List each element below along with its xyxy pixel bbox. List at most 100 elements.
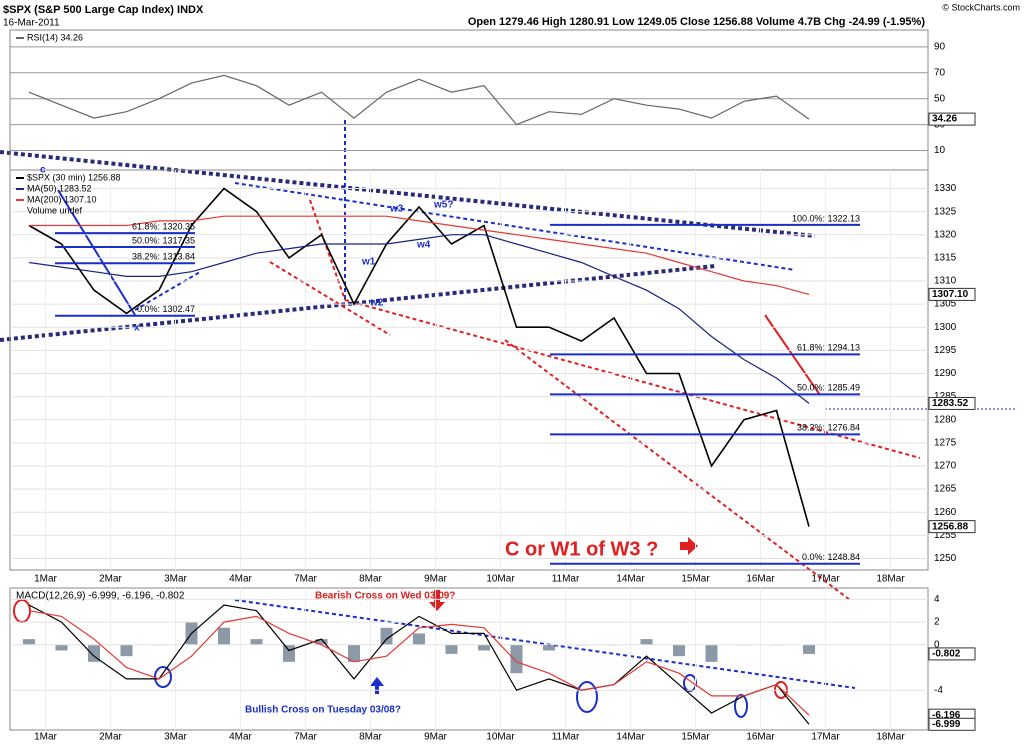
value-tag-label: 34.26 — [932, 114, 957, 125]
trend-line — [504, 339, 851, 601]
value-tag — [928, 112, 976, 126]
legend-label: Volume undef — [27, 205, 83, 215]
value-tag-label: -6.999 — [932, 719, 961, 730]
y-tick-label: 1325 — [934, 206, 957, 217]
histogram-bar — [23, 639, 35, 645]
histogram-bar — [218, 627, 230, 645]
x-tick-label: 18Mar — [876, 732, 905, 743]
annotation: Bearish Cross on Wed 03/09? — [315, 591, 455, 602]
x-tick-label: 2Mar — [99, 732, 122, 743]
histogram-bar — [250, 639, 263, 645]
fib-label: 61.8%: 1320.35 — [132, 221, 195, 231]
value-tag — [928, 520, 976, 534]
y-tick-label: 90 — [934, 41, 946, 52]
panel-title: MACD(12,26,9) -6.999, -6.196, -0.802 — [16, 591, 185, 602]
x-tick-label: 17Mar — [811, 732, 840, 743]
y-tick-label: 1310 — [934, 276, 957, 287]
x-tick-label: 1Mar — [34, 732, 57, 743]
y-tick-label: 1255 — [934, 530, 957, 541]
x-tick-label: 1Mar — [34, 574, 57, 585]
trend-line — [234, 182, 796, 271]
annotation: Bullish Cross on Tuesday 03/08? — [245, 705, 401, 716]
x-tick-label: 16Mar — [746, 732, 775, 743]
x-tick-label: 14Mar — [616, 574, 645, 585]
y-tick-label: 0 — [934, 639, 940, 650]
series-line — [28, 74, 810, 126]
fib-label: 38.2%: 1313.84 — [132, 252, 195, 262]
x-tick-label: 3Mar — [164, 732, 187, 743]
value-tag-label: -6.196 — [932, 710, 961, 721]
legend-label: MA(200) 1307.10 — [27, 194, 97, 204]
y-tick-label: 1280 — [934, 414, 957, 425]
y-tick-label: 2 — [934, 617, 940, 628]
histogram-bar — [348, 644, 360, 662]
arrow-up — [370, 677, 384, 694]
y-tick-label: 1315 — [934, 253, 957, 264]
y-tick-label: 1300 — [934, 322, 957, 333]
value-tag-label: -0.802 — [932, 649, 961, 660]
y-tick-label: 1265 — [934, 484, 957, 495]
y-tick-label: -4 — [934, 685, 943, 696]
histogram-bar — [478, 644, 490, 651]
y-tick-label: 1270 — [934, 461, 957, 472]
legend-label: $SPX (30 min) 1256.88 — [27, 172, 121, 182]
legend-label: MA(50) 1283.52 — [27, 183, 92, 193]
value-tag-label: 1307.10 — [932, 289, 969, 300]
x-tick-label: 8Mar — [359, 574, 382, 585]
x-tick-label: 15Mar — [681, 732, 710, 743]
fib-label: 50.0%: 1317.35 — [132, 235, 195, 245]
x-tick-label: 11Mar — [552, 574, 580, 585]
histogram-bar — [445, 644, 458, 654]
value-tag — [928, 287, 976, 301]
panel-frame — [9, 587, 929, 731]
y-tick-label: 1330 — [934, 183, 957, 194]
x-tick-label: 7Mar — [294, 732, 317, 743]
annotation: c — [40, 165, 46, 176]
y-tick-label: 1275 — [934, 437, 957, 448]
histogram-bar — [803, 644, 815, 654]
annotation: w5? — [433, 200, 453, 211]
quote: Open 1279.46 High 1280.91 Low 1249.05 Cl… — [468, 16, 925, 28]
histogram-bar — [673, 644, 685, 657]
trend-line — [134, 271, 201, 311]
x-tick-label: 7Mar — [294, 574, 317, 585]
panel-frame — [9, 169, 929, 571]
x-tick-label: 9Mar — [424, 574, 447, 585]
histogram-bar — [510, 644, 523, 674]
y-tick-label: 50 — [934, 93, 946, 104]
histogram-bar — [315, 639, 328, 645]
histogram-bar — [55, 644, 68, 651]
annotation: x — [134, 323, 140, 334]
histogram-bar — [120, 644, 133, 657]
y-tick-label: 1260 — [934, 507, 957, 518]
circle — [576, 681, 598, 713]
series-line — [28, 234, 810, 404]
arrow-down — [429, 590, 445, 611]
x-tick-label: 14Mar — [616, 732, 645, 743]
y-tick-label: 1305 — [934, 299, 957, 310]
date: 16-Mar-2011 — [3, 18, 60, 29]
annotation: w1 — [361, 257, 376, 268]
value-tag-label: 1256.88 — [932, 521, 969, 532]
y-tick-label: 1320 — [934, 229, 957, 240]
credit: © StockCharts.com — [942, 2, 1020, 12]
annotation: w3 — [389, 204, 404, 215]
trend-line — [0, 150, 816, 238]
y-tick-label: 10 — [934, 145, 946, 156]
x-tick-label: 10Mar — [486, 574, 515, 585]
fib-label: 0.0%: 1302.47 — [137, 304, 195, 314]
annotation: w4 — [416, 240, 431, 251]
fib-label: 0.0%: 1248.84 — [802, 552, 860, 562]
y-tick-label: 1295 — [934, 345, 957, 356]
x-tick-label: 10Mar — [486, 732, 515, 743]
y-tick-label: 1290 — [934, 368, 957, 379]
fib-label: 38.2%: 1276.84 — [797, 423, 860, 433]
x-tick-label: 9Mar — [424, 732, 447, 743]
value-tag — [928, 717, 976, 731]
y-tick-label: 4 — [934, 594, 940, 605]
annotation: C or W1 of W3 ? — [505, 538, 658, 560]
x-tick-label: 4Mar — [229, 574, 252, 585]
